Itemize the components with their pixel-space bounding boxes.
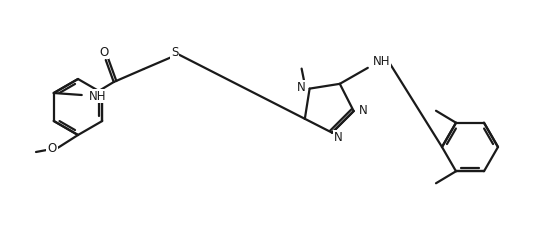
Text: O: O — [99, 45, 108, 58]
Text: N: N — [334, 131, 343, 144]
Text: O: O — [47, 142, 56, 155]
Text: N: N — [297, 81, 306, 94]
Text: NH: NH — [373, 55, 391, 68]
Text: N: N — [359, 104, 367, 117]
Text: S: S — [171, 47, 179, 59]
Text: NH: NH — [89, 90, 106, 103]
